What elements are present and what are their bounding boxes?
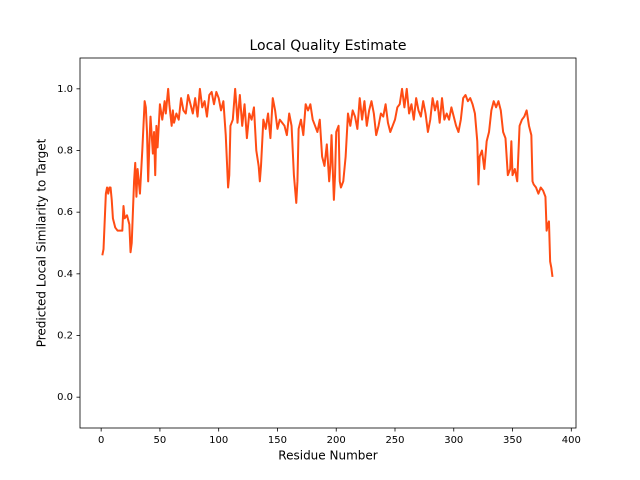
x-tick-label: 0 <box>98 435 104 446</box>
y-tick-label: 0.2 <box>57 331 73 342</box>
x-tick-label: 50 <box>154 435 167 446</box>
y-tick-label: 1.0 <box>57 84 73 95</box>
x-tick-label: 400 <box>562 435 581 446</box>
y-axis-label: Predicted Local Similarity to Target <box>35 138 49 347</box>
x-tick-label: 300 <box>444 435 463 446</box>
plot-frame <box>79 57 577 429</box>
x-tick-label: 100 <box>209 435 228 446</box>
y-tick-label: 0.0 <box>57 392 73 403</box>
data-line <box>101 87 554 278</box>
x-tick-label: 250 <box>385 435 404 446</box>
x-tick-label: 200 <box>327 435 346 446</box>
chart-title: Local Quality Estimate <box>249 38 406 54</box>
y-tick-label: 0.8 <box>57 146 73 157</box>
y-tick-label: 0.4 <box>57 269 73 280</box>
x-tick-label: 150 <box>268 435 287 446</box>
x-axis-label: Residue Number <box>278 449 377 463</box>
y-tick-label: 0.6 <box>57 207 73 218</box>
x-tick-label: 350 <box>503 435 522 446</box>
